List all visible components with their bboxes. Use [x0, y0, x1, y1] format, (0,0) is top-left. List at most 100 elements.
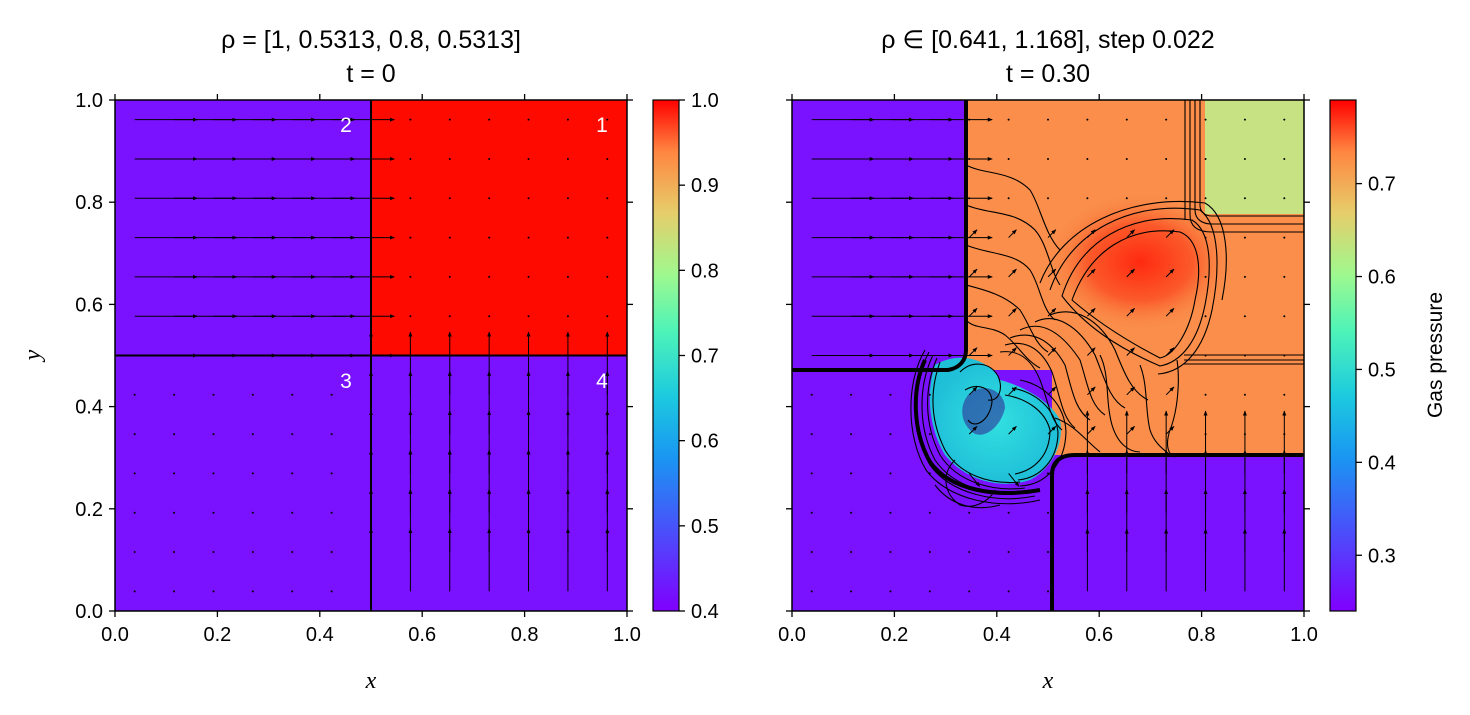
right-velocity-arrow-dot — [1243, 157, 1246, 160]
right-velocity-arrow-dot — [1283, 393, 1286, 396]
left-velocity-arrow-dot — [212, 393, 215, 396]
left-velocity-arrow-dot — [606, 354, 609, 357]
left-y-tick-label: 0.2 — [75, 499, 103, 521]
left-velocity-arrow-dot — [133, 511, 136, 514]
left-x-tick-label: 0.4 — [306, 624, 334, 646]
right-velocity-arrow — [1008, 473, 1020, 487]
left-y-tick-label: 0.4 — [75, 397, 103, 419]
right-velocity-arrow — [1008, 268, 1017, 278]
left-y-tick-label: 0.8 — [75, 192, 103, 214]
right-velocity-arrow — [1165, 425, 1175, 435]
right-velocity-arrow — [1047, 229, 1057, 238]
pressure-region-lower-right — [1052, 455, 1304, 611]
right-velocity-arrow-dot — [1283, 157, 1286, 160]
left-velocity-arrow-dot — [566, 354, 569, 357]
right-velocity-arrow-dot — [1204, 275, 1207, 278]
left-x-tick-label: 0.8 — [511, 624, 539, 646]
right-velocity-arrow — [1087, 347, 1096, 356]
right-x-tick-label: 0.8 — [1188, 624, 1216, 646]
right-velocity-arrow-dot — [810, 472, 813, 475]
right-velocity-arrow-dot — [928, 472, 931, 475]
right-velocity-arrow-dot — [810, 393, 813, 396]
right-colorbar-tick-label: 0.5 — [1368, 359, 1396, 381]
right-velocity-arrow-dot — [1204, 354, 1207, 357]
left-velocity-arrow-dot — [251, 433, 254, 436]
right-velocity-arrow-dot — [1283, 354, 1286, 357]
left-velocity-arrow-dot — [606, 157, 609, 160]
left-velocity-arrow-dot — [488, 354, 491, 357]
left-title-line2: t = 0 — [346, 60, 395, 88]
left-velocity-arrow-dot — [409, 275, 412, 278]
right-x-tick-label: 0.4 — [983, 624, 1011, 646]
right-velocity-arrow — [1126, 308, 1135, 317]
right-velocity-arrow-dot — [889, 590, 892, 593]
left-velocity-arrow-dot — [527, 118, 530, 121]
left-velocity-arrow-dot — [488, 236, 491, 239]
right-velocity-arrow-dot — [1283, 315, 1286, 318]
left-plot-area — [115, 100, 627, 611]
right-velocity-arrow-dot — [1125, 118, 1128, 121]
right-velocity-arrow-dot — [1243, 433, 1246, 436]
right-velocity-arrow-dot — [1283, 118, 1286, 121]
right-velocity-arrow — [968, 347, 978, 356]
left-velocity-arrow-dot — [173, 393, 176, 396]
left-velocity-arrow-dot — [212, 511, 215, 514]
right-velocity-arrow-dot — [968, 118, 971, 121]
region-quadrant-1 — [371, 100, 627, 356]
right-velocity-arrow-dot — [1283, 236, 1286, 239]
right-velocity-arrow-dot — [968, 157, 971, 160]
right-velocity-arrow — [1165, 308, 1175, 317]
right-velocity-arrow-dot — [1165, 197, 1168, 200]
right-title-line1: ρ ∈ [0.641, 1.168], step 0.022 — [881, 26, 1214, 54]
left-velocity-arrow-dot — [330, 393, 333, 396]
left-y-tick-label: 0.0 — [75, 601, 103, 623]
left-velocity-arrow-dot — [291, 511, 294, 514]
left-velocity-arrow-dot — [566, 197, 569, 200]
right-plot-area — [792, 100, 1304, 611]
right-colorbar-label: Gas pressure — [1424, 292, 1447, 418]
left-velocity-arrow-dot — [370, 197, 372, 200]
right-velocity-arrow-dot — [1047, 157, 1049, 160]
right-velocity-arrow — [1126, 229, 1135, 238]
left-velocity-arrow-dot — [606, 275, 609, 278]
left-velocity-arrow-dot — [291, 433, 294, 436]
right-panel: ρ ∈ [0.641, 1.168], step 0.022 t = 0.30 — [778, 26, 1447, 694]
right-velocity-arrow-dot — [1204, 236, 1207, 239]
right-velocity-arrow-dot — [810, 590, 813, 593]
left-velocity-arrow-dot — [370, 275, 372, 278]
left-colorbar-tick-label: 0.4 — [691, 601, 719, 623]
right-velocity-arrow-dot — [1243, 393, 1246, 396]
right-velocity-arrow-dot — [928, 511, 931, 514]
right-velocity-arrow-dot — [1243, 275, 1246, 278]
left-velocity-arrow-dot — [212, 590, 215, 593]
left-velocity-arrow-dot — [409, 157, 412, 160]
right-velocity-arrow-dot — [1007, 118, 1010, 121]
region-quadrant-4 — [371, 355, 627, 611]
left-colorbar-tick-label: 0.8 — [691, 260, 719, 282]
right-velocity-arrow — [1047, 425, 1057, 435]
left-colorbar-tick-label: 0.7 — [691, 346, 719, 368]
left-velocity-arrow-dot — [251, 551, 254, 554]
left-velocity-arrow-dot — [173, 433, 176, 436]
right-colorbar-tick-label: 0.3 — [1368, 545, 1396, 567]
right-plot-frame — [791, 99, 1305, 612]
right-velocity-arrow-dot — [1047, 472, 1049, 475]
left-y-axis-label: y — [20, 349, 46, 362]
right-colorbar-frame — [1329, 99, 1357, 612]
right-velocity-arrow-dot — [1007, 551, 1010, 554]
left-velocity-arrow-dot — [448, 315, 451, 318]
right-velocity-arrow-dot — [968, 511, 971, 514]
left-velocity-arrow-dot — [409, 354, 412, 357]
right-velocity-arrow — [968, 425, 978, 435]
right-velocity-arrow-dot — [928, 551, 931, 554]
right-velocity-arrow — [1008, 347, 1017, 356]
left-colorbar-ticks: 0.4 0.5 0.6 0.7 0.8 0.9 1.0 — [679, 90, 719, 623]
left-velocity-arrow-dot — [527, 354, 530, 357]
left-colorbar-tick-label: 0.9 — [691, 175, 719, 197]
left-title-line1: ρ = [1, 0.5313, 0.8, 0.5313] — [221, 26, 521, 54]
right-velocity-arrow-dot — [1204, 393, 1207, 396]
right-velocity-arrow-dot — [1243, 354, 1246, 357]
left-panel: ρ = [1, 0.5313, 0.8, 0.5313] t = 0 1 2 3… — [20, 26, 719, 694]
left-velocity-arrows — [133, 117, 610, 593]
left-plot-frame — [114, 99, 628, 612]
